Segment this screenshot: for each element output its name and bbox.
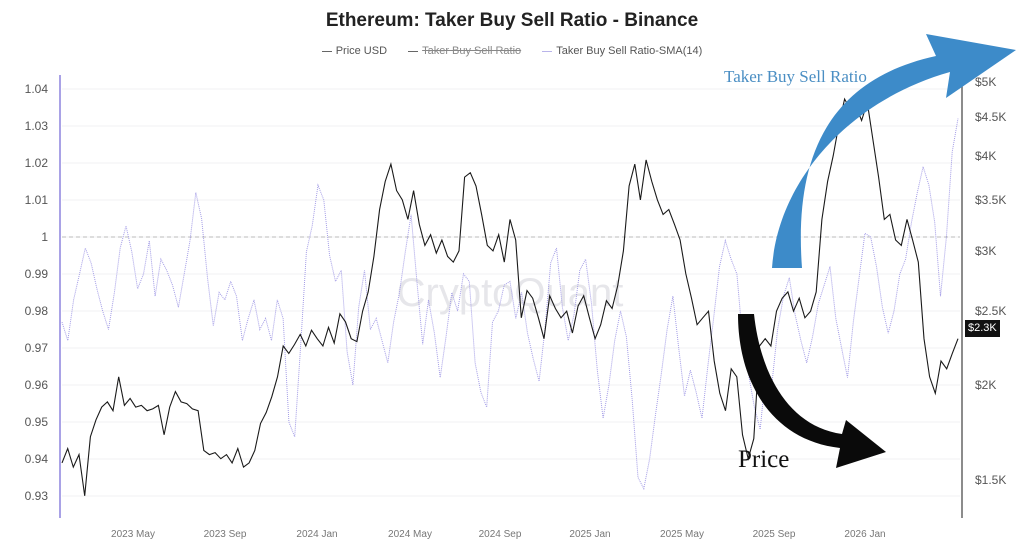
x-tick-label: 2023 May [111,529,155,540]
left-tick-label: 0.95 [25,415,49,429]
right-tick-label: $4.5K [975,110,1006,124]
right-tick-label: $2.5K [975,304,1006,318]
left-tick-label: 1.04 [25,82,49,96]
right-tick-label: $4K [975,149,996,163]
right-axis-ticks: $5K $4.5K $4K $3.5K $3K $2.5K $2K $1.5K [975,75,1006,487]
x-tick-label: 2024 Jan [296,529,337,540]
left-tick-label: 1.03 [25,119,49,133]
left-tick-label: 1 [41,230,48,244]
x-tick-label: 2024 May [388,529,432,540]
ratio-arrow-label: Taker Buy Sell Ratio [724,67,867,87]
left-tick-label: 0.93 [25,489,49,503]
right-tick-label: $3.5K [975,193,1006,207]
x-tick-label: 2025 Jan [569,529,610,540]
right-tick-label: $1.5K [975,473,1006,487]
left-tick-label: 0.98 [25,304,49,318]
current-price-badge: $2.3K [965,320,1000,337]
left-tick-label: 0.97 [25,341,49,355]
right-tick-label: $2K [975,378,996,392]
left-tick-label: 0.94 [25,452,49,466]
price-arrow-label: Price [738,446,789,474]
right-tick-label: $3K [975,244,996,258]
watermark: CryptoQuant [397,271,624,315]
left-tick-label: 1.01 [25,193,49,207]
price-down-arrow-icon [738,314,886,468]
x-tick-label: 2024 Sep [479,529,522,540]
left-tick-label: 0.99 [25,267,49,281]
right-tick-label: $5K [975,75,996,89]
left-tick-label: 0.96 [25,378,49,392]
x-tick-label: 2026 Jan [844,529,885,540]
x-tick-label: 2025 Sep [753,529,796,540]
x-tick-label: 2023 Sep [204,529,247,540]
left-axis-ticks: 1.04 1.03 1.02 1.01 1 0.99 0.98 0.97 0.96 0.95 0.9… [25,82,49,503]
left-tick-label: 1.02 [25,156,49,170]
x-tick-label: 2025 May [660,529,704,540]
x-axis-ticks: 2023 May 2023 Sep 2024 Jan 2024 May 2024 Sep… [111,529,886,540]
